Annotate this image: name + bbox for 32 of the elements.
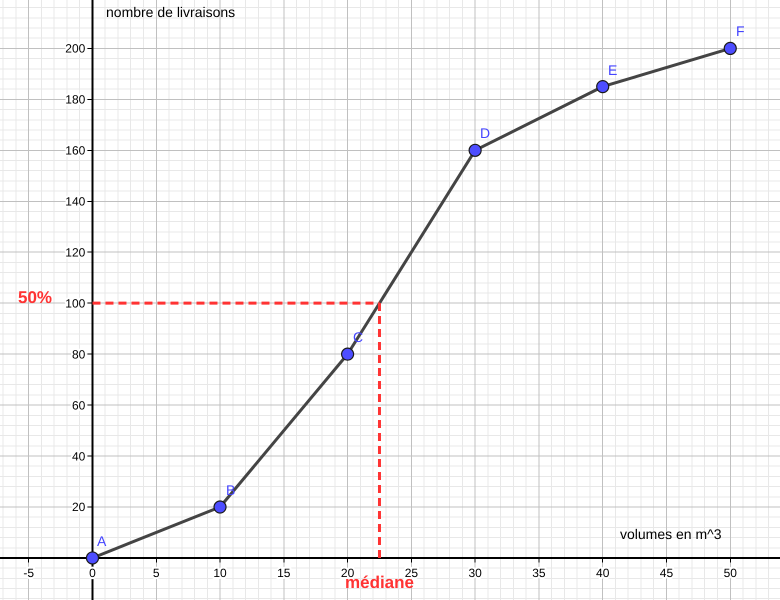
y-tick-label: 180 bbox=[65, 92, 86, 107]
y-tick-label: 20 bbox=[72, 500, 86, 514]
y-tick-label: 200 bbox=[65, 42, 86, 56]
annotation: E bbox=[608, 62, 618, 78]
annotation: D bbox=[480, 125, 490, 141]
point bbox=[86, 551, 100, 565]
annotation: F bbox=[736, 23, 745, 39]
y-tick-label: 120 bbox=[65, 245, 86, 260]
x-tick-label: 15 bbox=[277, 566, 291, 580]
x-tick-label: 35 bbox=[532, 566, 546, 580]
point bbox=[468, 144, 482, 157]
y-tick-label: 140 bbox=[65, 194, 86, 208]
x-tick-label: 10 bbox=[213, 566, 228, 580]
annotation: A bbox=[97, 533, 107, 549]
y-tick-label: 100 bbox=[65, 296, 86, 310]
annotation: 50% bbox=[18, 288, 52, 307]
x-tick-label: 40 bbox=[596, 566, 610, 580]
y-tick-label: 40 bbox=[72, 449, 86, 464]
point bbox=[213, 500, 227, 514]
x-axis-title: volumes en m^3 bbox=[620, 526, 722, 542]
y-tick-label: 60 bbox=[72, 398, 86, 412]
x-tick-label: 30 bbox=[468, 566, 482, 580]
y-tick-label: 80 bbox=[72, 347, 86, 362]
point bbox=[596, 80, 610, 94]
x-tick-label: 5 bbox=[152, 566, 160, 580]
point bbox=[340, 348, 354, 361]
point bbox=[724, 42, 737, 56]
y-axis-title: nombre de livraisons bbox=[106, 4, 236, 20]
y-tick-label: 160 bbox=[65, 144, 86, 158]
x-tick-label: 45 bbox=[660, 566, 674, 580]
x-tick-label: 50 bbox=[724, 566, 738, 580]
x-tick-label: -5 bbox=[23, 566, 34, 580]
